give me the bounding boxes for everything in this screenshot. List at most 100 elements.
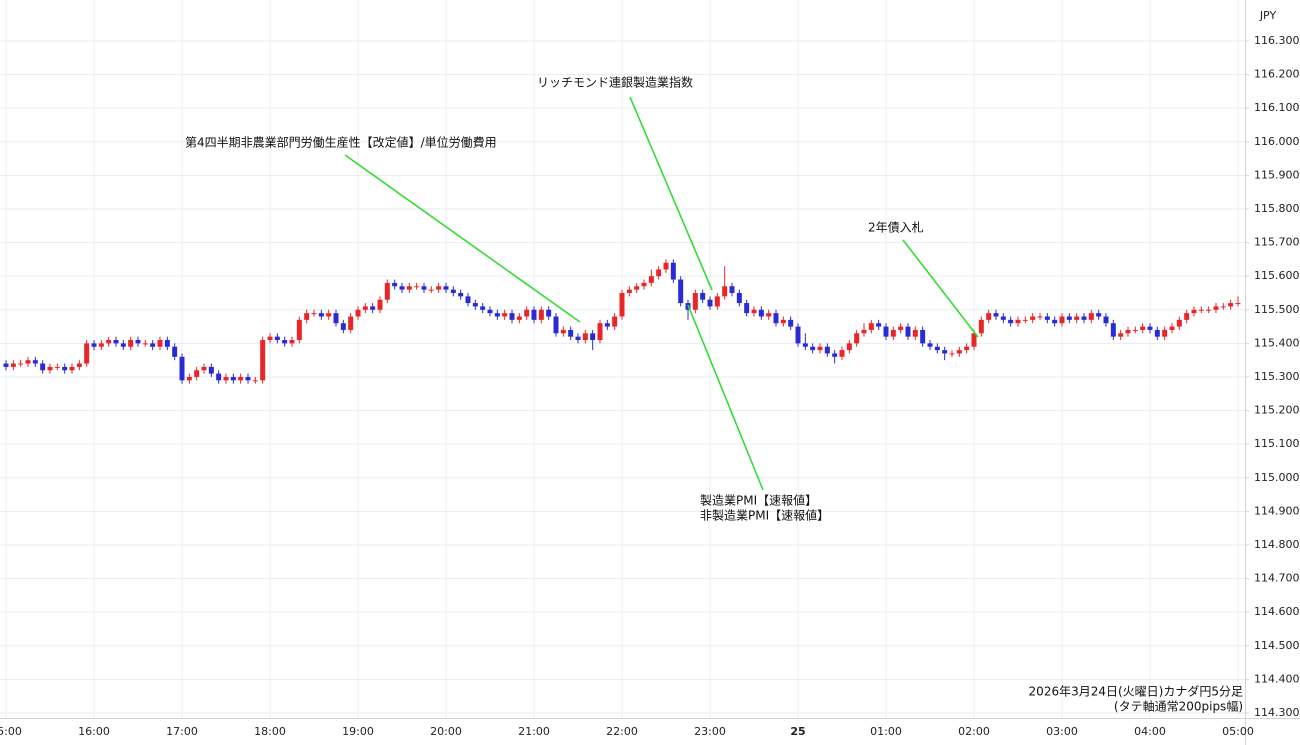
candle xyxy=(428,286,434,293)
candle xyxy=(311,309,317,317)
x-tick-label: 16:00 xyxy=(78,725,110,738)
candle-body xyxy=(956,350,962,354)
candle-body xyxy=(641,282,647,287)
candle-body xyxy=(106,340,112,344)
candle-body xyxy=(1037,316,1043,318)
candle-body xyxy=(238,376,244,381)
candle xyxy=(399,282,405,293)
candle xyxy=(150,340,156,351)
candle-body xyxy=(47,366,53,371)
candle-body xyxy=(898,326,904,330)
candle-body xyxy=(663,262,669,270)
candle xyxy=(98,340,104,351)
candle-body xyxy=(1125,329,1131,334)
candle xyxy=(304,309,310,324)
candle-body xyxy=(436,286,442,290)
candle-body xyxy=(318,313,324,317)
candle-body xyxy=(568,329,574,337)
candle xyxy=(978,316,984,337)
candle-body xyxy=(392,282,398,287)
candle-body xyxy=(773,313,779,324)
candle-body xyxy=(912,329,918,337)
candle xyxy=(766,309,772,320)
x-tick-label: 15:00 xyxy=(0,725,22,738)
grid xyxy=(0,0,1245,718)
candle-body xyxy=(480,306,486,310)
candle xyxy=(458,289,464,300)
candle xyxy=(208,363,214,377)
y-tick-label: 114.300 xyxy=(1254,706,1300,719)
candle-body xyxy=(208,366,214,374)
candle-body xyxy=(678,279,684,304)
candle xyxy=(1096,309,1102,320)
candle-body xyxy=(1169,326,1175,330)
candle-body xyxy=(949,353,955,355)
candle-body xyxy=(450,289,456,293)
candle xyxy=(678,276,684,307)
annotation-lines xyxy=(344,96,979,491)
candle-body xyxy=(538,309,544,320)
candle-body xyxy=(575,336,581,341)
candle-body xyxy=(692,292,698,310)
candle xyxy=(245,373,251,384)
candle xyxy=(758,306,764,320)
candle xyxy=(274,333,280,344)
candle xyxy=(1154,326,1160,341)
candle xyxy=(172,343,178,361)
candle xyxy=(780,316,786,327)
candle xyxy=(487,306,493,317)
candle xyxy=(722,266,728,300)
candle xyxy=(942,346,948,361)
candle-body xyxy=(377,299,383,310)
x-tick-label: 20:00 xyxy=(430,725,462,738)
candle xyxy=(106,336,112,347)
candle-body xyxy=(1103,316,1109,324)
candle-body xyxy=(524,309,530,317)
candle-body xyxy=(304,313,310,320)
candle-body xyxy=(91,343,97,347)
candle-body xyxy=(443,286,449,290)
candle-body xyxy=(964,346,970,351)
candle xyxy=(443,282,449,293)
candle-body xyxy=(355,309,361,317)
candle xyxy=(1198,306,1204,314)
candle xyxy=(1044,313,1050,324)
candle xyxy=(824,343,830,357)
candle xyxy=(392,279,398,290)
candle-body xyxy=(744,303,750,314)
candle-body xyxy=(883,326,889,337)
candle-body xyxy=(758,309,764,317)
candle-body xyxy=(971,333,977,347)
candle xyxy=(91,340,97,351)
candle xyxy=(905,323,911,341)
candle-body xyxy=(10,363,16,367)
candle-body xyxy=(626,289,632,293)
y-tick-label: 114.800 xyxy=(1254,538,1300,551)
candle-body xyxy=(150,343,156,347)
candle xyxy=(993,309,999,320)
candle-body xyxy=(1022,319,1028,321)
candle-body xyxy=(619,292,625,317)
y-tick-label: 114.500 xyxy=(1254,639,1300,652)
candle-body xyxy=(612,316,618,327)
candle xyxy=(326,309,332,320)
candle-body xyxy=(296,319,302,341)
candle-body xyxy=(802,343,808,347)
x-tick-label: 19:00 xyxy=(342,725,374,738)
candle xyxy=(113,336,119,347)
candle xyxy=(194,366,200,381)
candle xyxy=(142,340,148,347)
candle xyxy=(1147,323,1153,334)
candle-body xyxy=(597,323,603,341)
candle xyxy=(568,326,574,341)
candle-body xyxy=(1088,313,1094,320)
x-tick-label: 22:00 xyxy=(606,725,638,738)
candle-body xyxy=(634,286,640,290)
candle-body xyxy=(230,376,236,381)
y-tick-label: 115.700 xyxy=(1254,236,1300,249)
axes: 114.300 114.400 114.500 114.600 114.700 114.8… xyxy=(0,34,1300,738)
annotation: 2年債入札 xyxy=(868,220,924,235)
candle-body xyxy=(1044,316,1050,320)
candle xyxy=(1022,316,1028,324)
candle xyxy=(692,289,698,314)
